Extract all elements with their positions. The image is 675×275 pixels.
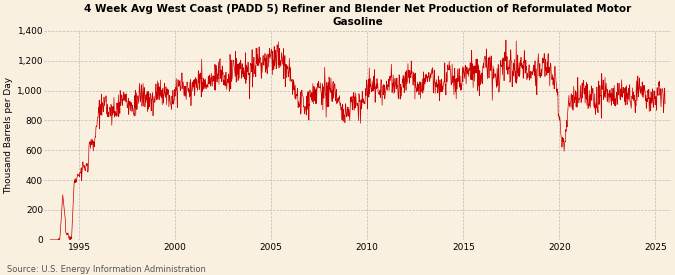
Y-axis label: Thousand Barrels per Day: Thousand Barrels per Day [4, 77, 14, 194]
Text: Source: U.S. Energy Information Administration: Source: U.S. Energy Information Administ… [7, 265, 206, 274]
Title: 4 Week Avg West Coast (PADD 5) Refiner and Blender Net Production of Reformulate: 4 Week Avg West Coast (PADD 5) Refiner a… [84, 4, 631, 28]
